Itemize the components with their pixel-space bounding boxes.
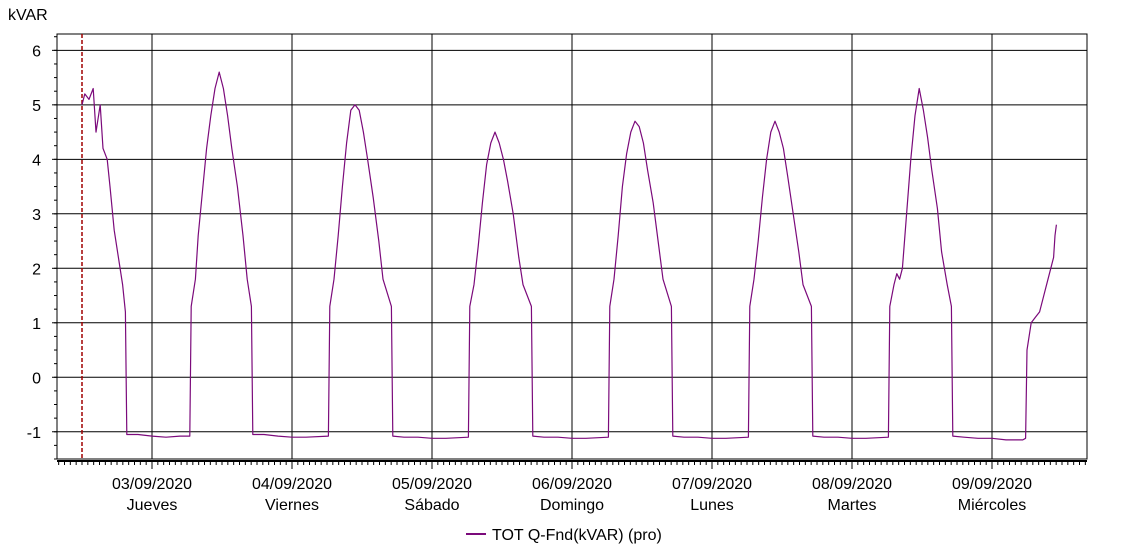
x-tick-date: 08/09/2020 <box>812 476 892 493</box>
y-tick-label: 1 <box>32 316 41 333</box>
x-tick-day: Domingo <box>540 497 604 514</box>
x-tick-day: Jueves <box>127 497 178 514</box>
legend-label: TOT Q-Fnd(kVAR) (pro) <box>492 527 662 544</box>
plot-frame <box>56 33 1088 460</box>
series-line <box>81 71 1057 441</box>
y-tick-label: -1 <box>27 425 41 442</box>
x-tick-date: 05/09/2020 <box>392 476 472 493</box>
x-tick-date: 07/09/2020 <box>672 476 752 493</box>
y-tick-label: 2 <box>32 261 41 278</box>
x-tick-day: Miércoles <box>958 497 1026 514</box>
series-layer <box>81 71 1057 441</box>
x-tick-day: Viernes <box>265 497 319 514</box>
x-tick-date: 06/09/2020 <box>532 476 612 493</box>
y-tick-label: 6 <box>32 43 41 60</box>
y-tick-label: 3 <box>32 207 41 224</box>
x-tick-date: 04/09/2020 <box>252 476 332 493</box>
y-tick-label: 4 <box>32 152 41 169</box>
y-tick-label: 0 <box>32 370 41 387</box>
axes <box>52 33 1088 469</box>
legend: TOT Q-Fnd(kVAR) (pro) <box>466 527 662 544</box>
y-axis-label: kVAR <box>8 7 48 24</box>
x-tick-day: Sábado <box>404 497 459 514</box>
x-tick-labels: 03/09/2020 Jueves 04/09/2020 Viernes 05/09/2… <box>112 476 1032 514</box>
x-tick-date: 03/09/2020 <box>112 476 192 493</box>
grid <box>57 34 1087 459</box>
y-tick-labels: 6 5 4 3 2 1 0 -1 <box>27 43 41 441</box>
x-tick-date: 09/09/2020 <box>952 476 1032 493</box>
x-tick-day: Martes <box>828 497 877 514</box>
y-tick-label: 5 <box>32 98 41 115</box>
x-tick-day: Lunes <box>690 497 734 514</box>
